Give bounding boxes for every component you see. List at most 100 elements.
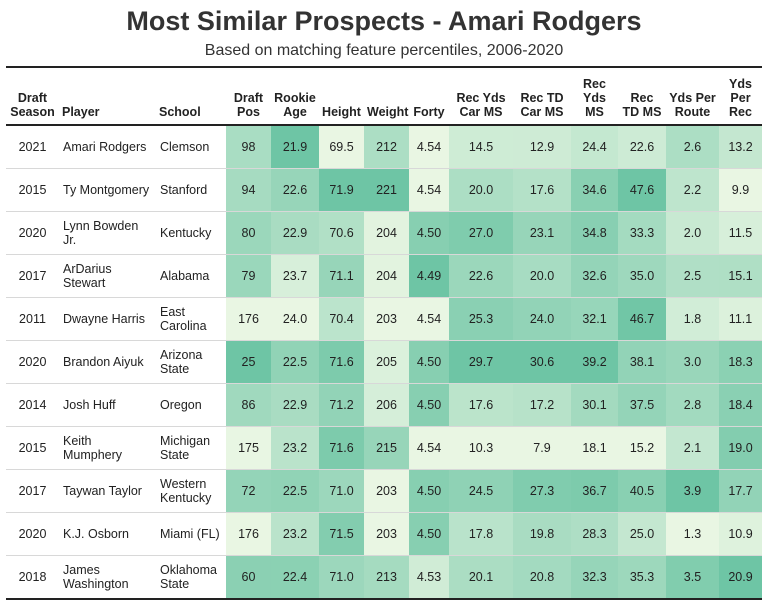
table-cell: 71.5 <box>319 512 364 556</box>
table-cell: 35.3 <box>618 555 666 600</box>
table-cell: 2020 <box>6 211 59 255</box>
table-cell: Amari Rodgers <box>59 125 156 169</box>
table-cell: 18.3 <box>719 340 762 384</box>
table-cell: 15.2 <box>618 426 666 470</box>
table-cell: 70.6 <box>319 211 364 255</box>
table-cell: 20.8 <box>513 555 571 600</box>
table-cell: 22.6 <box>449 254 513 298</box>
table-cell: 23.2 <box>271 512 319 556</box>
table-cell: 25.3 <box>449 297 513 341</box>
table-cell: 10.3 <box>449 426 513 470</box>
table-cell: 1.3 <box>666 512 719 556</box>
table-cell: 70.4 <box>319 297 364 341</box>
column-header: Height <box>319 66 364 126</box>
table-cell: Kentucky <box>156 211 226 255</box>
table-cell: 18.1 <box>571 426 618 470</box>
table-cell: 20.9 <box>719 555 762 600</box>
table-cell: 17.7 <box>719 469 762 513</box>
table-cell: Oregon <box>156 383 226 427</box>
table-cell: 2020 <box>6 340 59 384</box>
table-cell: 2021 <box>6 125 59 169</box>
table-cell: 40.5 <box>618 469 666 513</box>
table-row: 2018 James Washington Oklahoma State 60 22.4… <box>6 555 762 600</box>
table-cell: 4.54 <box>409 426 449 470</box>
table-cell: 2.6 <box>666 125 719 169</box>
table-cell: 80 <box>226 211 271 255</box>
table-cell: 24.0 <box>513 297 571 341</box>
table-cell: 4.50 <box>409 512 449 556</box>
table-cell: Ty Montgomery <box>59 168 156 212</box>
table-cell: 2.5 <box>666 254 719 298</box>
table-cell: 9.9 <box>719 168 762 212</box>
table-cell: 17.6 <box>513 168 571 212</box>
table-cell: 94 <box>226 168 271 212</box>
table-cell: Arizona State <box>156 340 226 384</box>
table-row: 2014 Josh Huff Oregon 86 22.9 71.2 206 4.50 17.6… <box>6 383 762 427</box>
table-cell: 25 <box>226 340 271 384</box>
table-cell: Josh Huff <box>59 383 156 427</box>
table-cell: 4.54 <box>409 125 449 169</box>
table-cell: 203 <box>364 297 409 341</box>
table-cell: Western Kentucky <box>156 469 226 513</box>
table-cell: 4.54 <box>409 297 449 341</box>
table-cell: 39.2 <box>571 340 618 384</box>
table-cell: 20.1 <box>449 555 513 600</box>
table-cell: Stanford <box>156 168 226 212</box>
table-cell: 2.2 <box>666 168 719 212</box>
table-cell: 2020 <box>6 512 59 556</box>
table-cell: 2015 <box>6 426 59 470</box>
table-cell: Alabama <box>156 254 226 298</box>
table-cell: 204 <box>364 254 409 298</box>
table-cell: Brandon Aiyuk <box>59 340 156 384</box>
column-header: Yds Per Rec <box>719 66 762 126</box>
table-cell: 204 <box>364 211 409 255</box>
table-cell: 60 <box>226 555 271 600</box>
column-header: Draft Season <box>6 66 59 126</box>
column-header: Yds Per Route <box>666 66 719 126</box>
table-cell: 23.7 <box>271 254 319 298</box>
table-cell: 7.9 <box>513 426 571 470</box>
table-cell: 3.9 <box>666 469 719 513</box>
table-row: 2020 Brandon Aiyuk Arizona State 25 22.5 71.6… <box>6 340 762 384</box>
table-cell: 206 <box>364 383 409 427</box>
table-row: 2017 ArDarius Stewart Alabama 79 23.7 71.1 204… <box>6 254 762 298</box>
table-cell: 37.5 <box>618 383 666 427</box>
table-cell: 71.2 <box>319 383 364 427</box>
table-cell: 1.8 <box>666 297 719 341</box>
table-cell: 203 <box>364 469 409 513</box>
table-cell: 14.5 <box>449 125 513 169</box>
table-cell: Lynn Bowden Jr. <box>59 211 156 255</box>
table-cell: 19.0 <box>719 426 762 470</box>
table-cell: 203 <box>364 512 409 556</box>
table-cell: 47.6 <box>618 168 666 212</box>
table-cell: 27.0 <box>449 211 513 255</box>
table-cell: 72 <box>226 469 271 513</box>
table-cell: 71.9 <box>319 168 364 212</box>
table-cell: 2014 <box>6 383 59 427</box>
table-cell: 29.7 <box>449 340 513 384</box>
table-cell: 4.53 <box>409 555 449 600</box>
table-cell: 2015 <box>6 168 59 212</box>
table-cell: 34.6 <box>571 168 618 212</box>
table-cell: 213 <box>364 555 409 600</box>
table-cell: 32.1 <box>571 297 618 341</box>
table-cell: 3.0 <box>666 340 719 384</box>
column-header: Weight <box>364 66 409 126</box>
table-cell: 3.5 <box>666 555 719 600</box>
table-cell: Keith Mumphery <box>59 426 156 470</box>
table-cell: 4.50 <box>409 383 449 427</box>
table-cell: 38.1 <box>618 340 666 384</box>
table-row: 2021 Amari Rodgers Clemson 98 21.9 69.5 212 4.5… <box>6 125 762 169</box>
table-cell: 18.4 <box>719 383 762 427</box>
prospects-table: Draft Season Player School Draft Pos Rookie … <box>6 66 762 600</box>
table-cell: 32.3 <box>571 555 618 600</box>
table-cell: 24.4 <box>571 125 618 169</box>
table-cell: 215 <box>364 426 409 470</box>
table-cell: 69.5 <box>319 125 364 169</box>
table-cell: Miami (FL) <box>156 512 226 556</box>
table-cell: 20.0 <box>513 254 571 298</box>
table-row: 2011 Dwayne Harris East Carolina 176 24.0 70.… <box>6 297 762 341</box>
table-row: 2015 Ty Montgomery Stanford 94 22.6 71.9 221 4.… <box>6 168 762 212</box>
table-cell: 4.50 <box>409 469 449 513</box>
table-cell: ArDarius Stewart <box>59 254 156 298</box>
